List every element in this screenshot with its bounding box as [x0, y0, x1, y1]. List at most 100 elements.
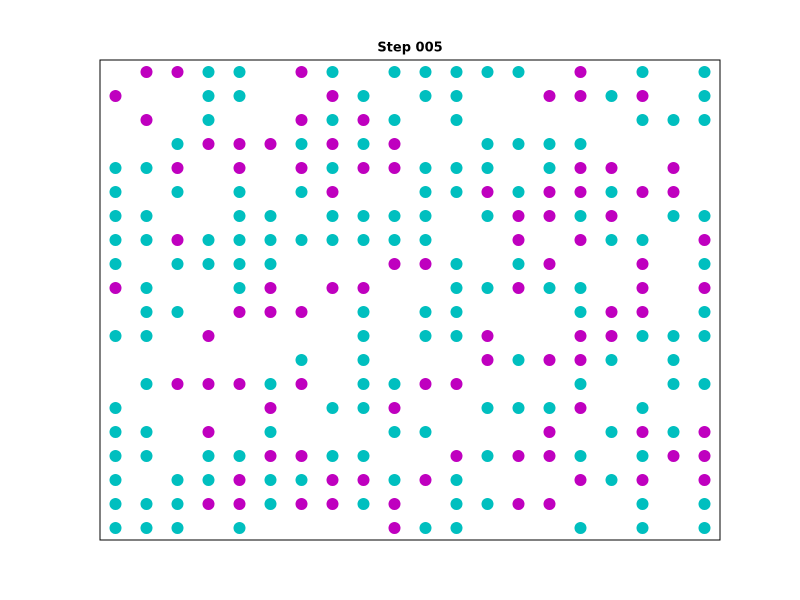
agent-dot: [636, 426, 649, 438]
agent-dot: [543, 282, 556, 294]
agent-dot: [512, 354, 525, 366]
agent-dot: [326, 234, 339, 246]
agent-dot: [171, 234, 184, 246]
agent-dot: [295, 354, 308, 366]
agent-dot: [326, 90, 339, 102]
agent-dot: [636, 114, 649, 126]
agent-dot: [295, 162, 308, 174]
agent-dot: [481, 450, 494, 462]
agent-dot: [388, 474, 401, 486]
agent-dot: [233, 186, 246, 198]
agent-dot: [512, 66, 525, 78]
agent-dot: [512, 450, 525, 462]
agent-dot: [574, 90, 587, 102]
agent-dot: [512, 138, 525, 150]
agent-dot: [140, 426, 153, 438]
agent-dot: [481, 210, 494, 222]
agent-dot: [698, 474, 711, 486]
agent-dot: [109, 330, 122, 342]
agent-dot: [698, 306, 711, 318]
agent-dot: [605, 426, 618, 438]
agent-dot: [388, 378, 401, 390]
agent-dot: [264, 258, 277, 270]
agent-dot: [326, 162, 339, 174]
agent-dot: [326, 282, 339, 294]
agent-dot: [264, 474, 277, 486]
agent-dot: [543, 210, 556, 222]
agent-dot: [419, 306, 432, 318]
agent-dot: [419, 522, 432, 534]
agent-dot: [233, 258, 246, 270]
agent-dot: [388, 114, 401, 126]
agent-dot: [109, 282, 122, 294]
agent-dot: [450, 258, 463, 270]
agent-dot: [171, 186, 184, 198]
agent-dot: [264, 282, 277, 294]
agent-dot: [636, 474, 649, 486]
agent-dot: [295, 474, 308, 486]
agent-dot: [109, 90, 122, 102]
agent-dot: [264, 450, 277, 462]
agent-dot: [357, 378, 370, 390]
agent-dot: [543, 402, 556, 414]
agent-dot: [667, 426, 680, 438]
agent-dot: [140, 114, 153, 126]
agent-dot: [667, 330, 680, 342]
agent-dot: [171, 258, 184, 270]
agent-dot: [264, 426, 277, 438]
agent-dot: [140, 306, 153, 318]
agent-dot: [202, 474, 215, 486]
agent-dot: [357, 330, 370, 342]
agent-dot: [698, 426, 711, 438]
agent-dot: [450, 474, 463, 486]
agent-dot: [233, 234, 246, 246]
agent-dot: [233, 162, 246, 174]
agent-dot: [264, 402, 277, 414]
agent-dot: [574, 378, 587, 390]
agent-dot: [140, 378, 153, 390]
agent-dot: [698, 498, 711, 510]
agent-dot: [667, 450, 680, 462]
agent-dot: [295, 306, 308, 318]
agent-dot: [605, 234, 618, 246]
agent-dot: [326, 498, 339, 510]
agent-dot: [295, 498, 308, 510]
agent-dot: [233, 522, 246, 534]
agent-dot: [357, 354, 370, 366]
agent-dot: [667, 162, 680, 174]
agent-dot: [109, 450, 122, 462]
agent-dot: [326, 210, 339, 222]
agent-dot: [636, 402, 649, 414]
agent-dot: [202, 330, 215, 342]
agent-dot: [295, 234, 308, 246]
agent-dot: [450, 330, 463, 342]
agent-dot: [326, 138, 339, 150]
agent-dot: [698, 114, 711, 126]
agent-dot: [233, 450, 246, 462]
agent-dot: [109, 258, 122, 270]
agent-dot: [233, 210, 246, 222]
agent-dot: [295, 138, 308, 150]
agent-dot: [574, 282, 587, 294]
agent-dot: [171, 66, 184, 78]
agent-dot: [357, 138, 370, 150]
agent-dot: [512, 210, 525, 222]
agent-dot: [140, 162, 153, 174]
agent-dot: [295, 378, 308, 390]
agent-dot: [605, 210, 618, 222]
agent-dot: [264, 306, 277, 318]
agent-dot: [574, 354, 587, 366]
agent-dot: [636, 306, 649, 318]
agent-dot: [109, 474, 122, 486]
agent-dot: [450, 522, 463, 534]
agent-dot: [543, 162, 556, 174]
agent-dot: [264, 378, 277, 390]
agent-dot: [388, 258, 401, 270]
agent-dot: [357, 474, 370, 486]
agent-dot: [481, 66, 494, 78]
agent-dot: [419, 426, 432, 438]
agent-dot: [419, 258, 432, 270]
agent-dot: [574, 162, 587, 174]
agent-dot: [171, 306, 184, 318]
agent-dot: [636, 282, 649, 294]
